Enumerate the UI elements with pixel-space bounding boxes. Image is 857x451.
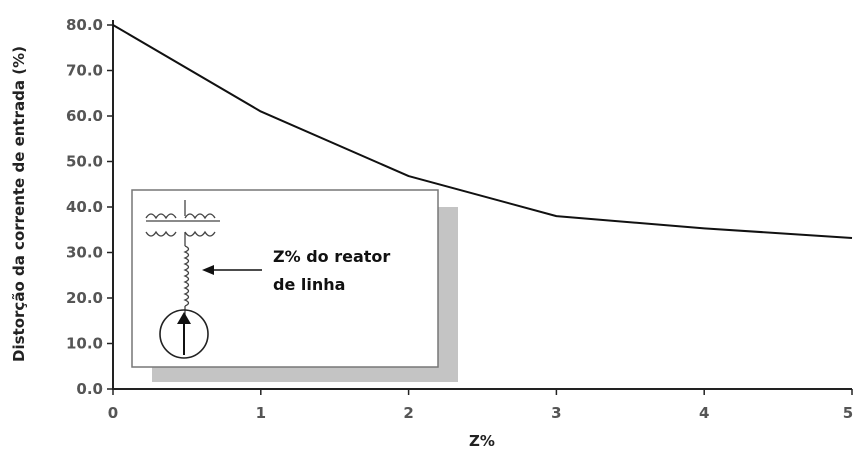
x-tick-label: 1 — [256, 404, 266, 422]
x-tick-label: 5 — [843, 404, 853, 422]
series-line-0 — [112, 24, 853, 239]
x-axis-ticks: 0 1 2 3 4 5 — [108, 389, 853, 422]
y-tick-label: 80.0 — [66, 16, 103, 34]
y-tick-label: 70.0 — [66, 62, 103, 80]
y-tick-label: 10.0 — [66, 335, 103, 353]
y-tick-label: 50.0 — [66, 153, 103, 171]
pointer-arrow-icon — [202, 265, 262, 275]
y-tick-label: 30.0 — [66, 244, 103, 262]
x-axis-title: Z% — [469, 432, 495, 450]
y-tick-label: 0.0 — [76, 380, 103, 398]
x-tick-label: 2 — [403, 404, 413, 422]
current-source-icon — [159, 309, 209, 359]
series-group — [112, 24, 853, 239]
x-tick-label: 3 — [551, 404, 561, 422]
transformer-icon — [145, 200, 220, 246]
y-tick-label: 40.0 — [66, 198, 103, 216]
inset-diagram: Z% do reator de linha — [131, 189, 458, 382]
y-axis-ticks: 0.0 10.0 20.0 30.0 40.0 50.0 60.0 70.0 80.0 — [66, 16, 113, 398]
x-tick-label: 4 — [699, 404, 709, 422]
inset-label-line2: de linha — [273, 275, 345, 294]
inset-label-line1: Z% do reator — [273, 247, 390, 266]
y-axis-title: Distorção da corrente de entrada (%) — [10, 46, 28, 362]
x-tick-label: 0 — [108, 404, 118, 422]
y-tick-label: 60.0 — [66, 107, 103, 125]
y-tick-label: 20.0 — [66, 289, 103, 307]
